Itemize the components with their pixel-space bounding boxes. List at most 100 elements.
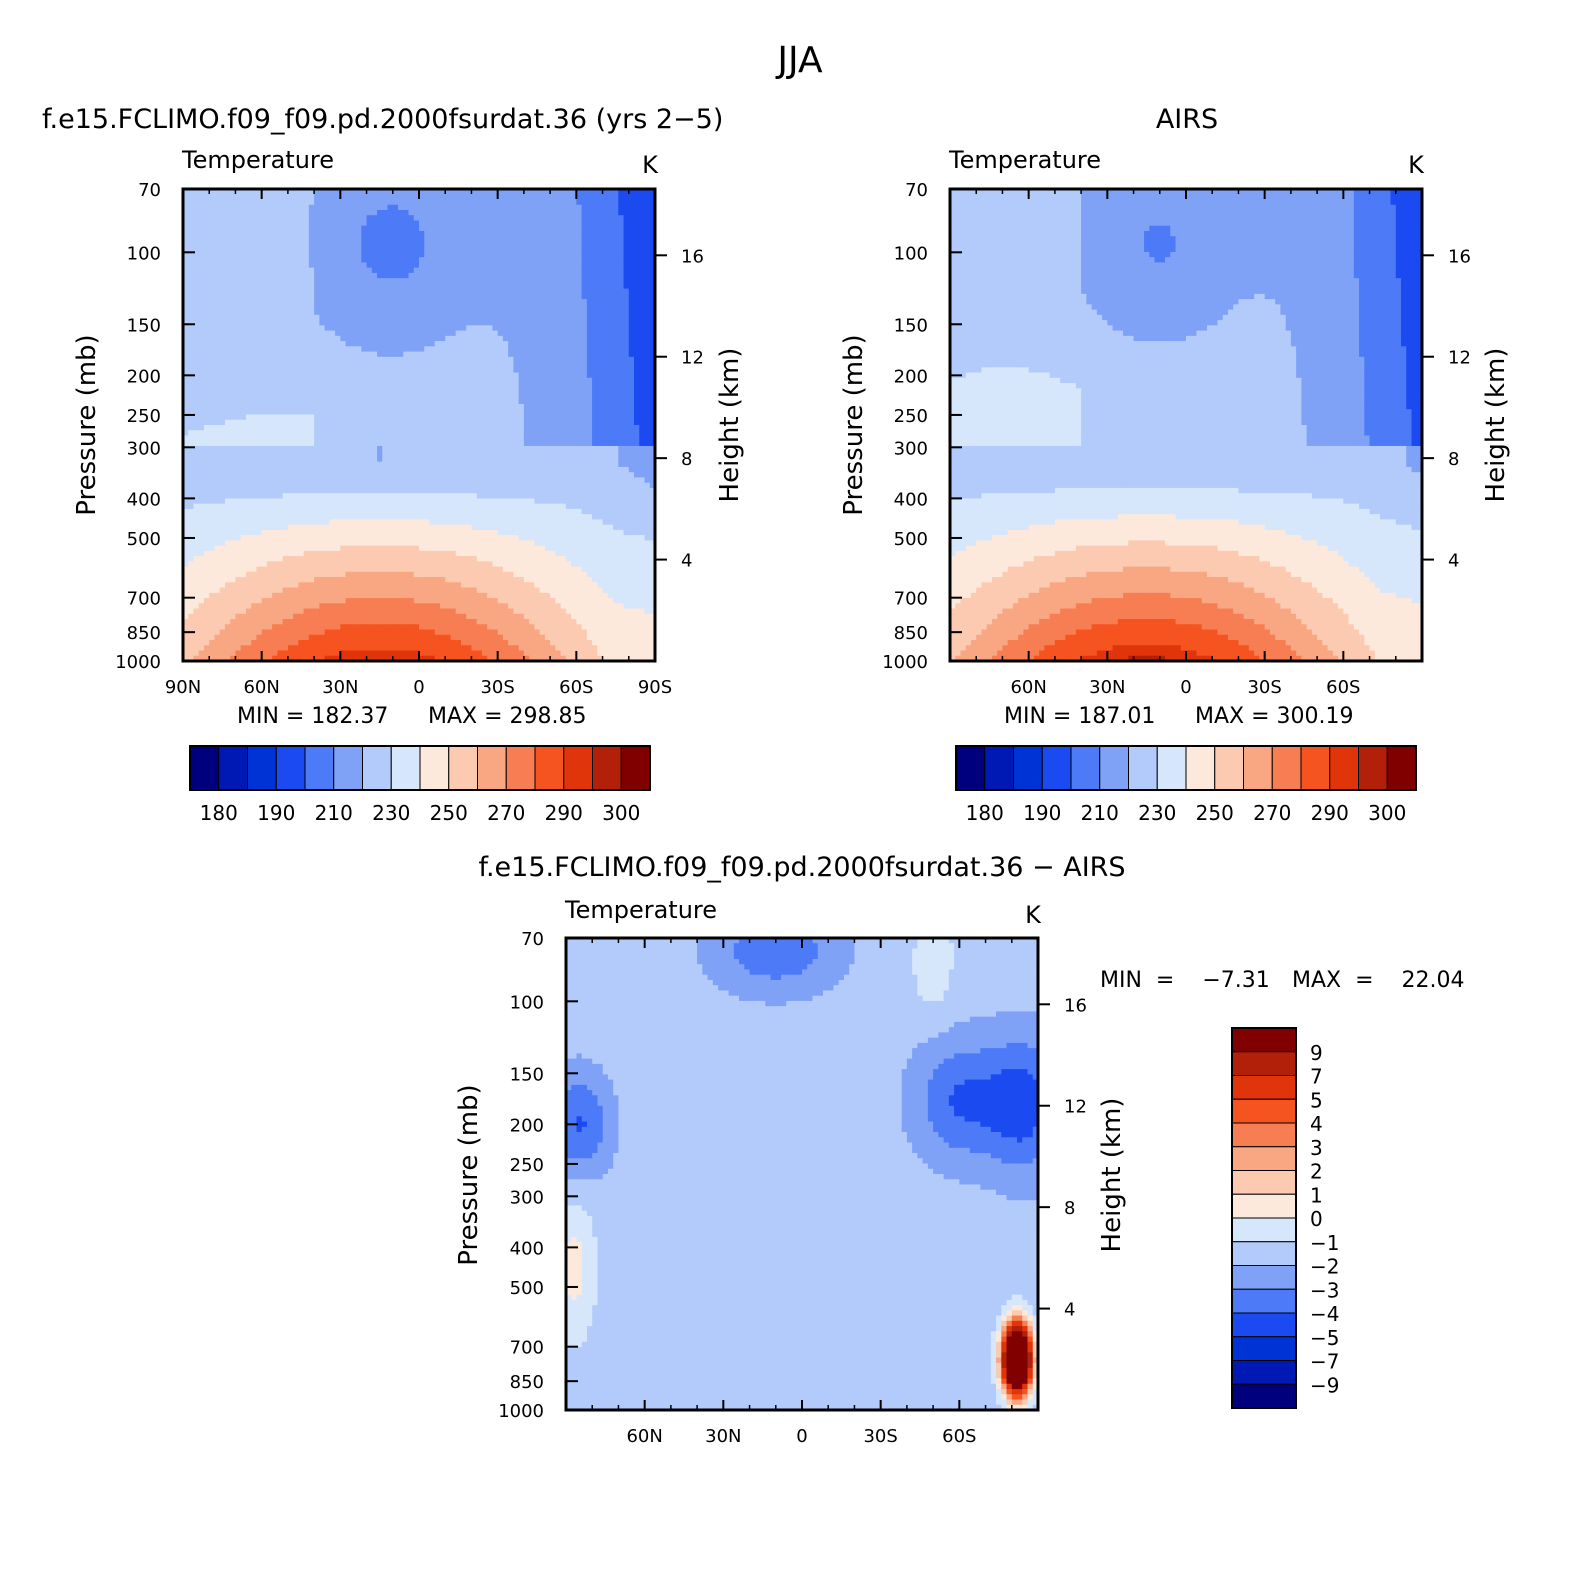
contour-cell	[550, 293, 556, 300]
contour-cell	[429, 204, 436, 211]
contour-cell	[539, 257, 546, 264]
contour-cell	[534, 367, 541, 374]
contour-cell	[287, 456, 294, 463]
contour-cell	[203, 304, 210, 311]
contour-cell	[198, 314, 205, 321]
contour-cell	[356, 356, 362, 363]
contour-cell	[245, 404, 252, 410]
contour-cell	[219, 377, 226, 384]
contour-cell	[224, 356, 231, 363]
contour-cell	[424, 246, 431, 253]
contour-cell	[476, 356, 483, 363]
contour-cell	[576, 335, 583, 342]
contour-cell	[529, 278, 535, 284]
contour-cell	[424, 367, 431, 374]
contour-cell	[188, 189, 195, 195]
contour-cell	[529, 251, 535, 258]
contour-cell	[245, 351, 252, 358]
contour-cell	[471, 314, 478, 321]
contour-cell	[529, 404, 535, 410]
contour-cell	[235, 425, 242, 431]
contour-cell	[340, 257, 347, 264]
contour-cell	[382, 351, 389, 358]
contour-cell	[387, 246, 394, 253]
contour-cell	[419, 246, 425, 253]
contour-cell	[613, 362, 619, 368]
contour-cell	[308, 445, 315, 452]
contour-cell	[492, 330, 499, 337]
contour-cell	[230, 398, 237, 405]
contour-cell	[298, 419, 305, 426]
contour-cell	[240, 409, 247, 416]
contour-cell	[382, 199, 389, 206]
contour-cell	[529, 272, 535, 279]
contour-cell	[424, 435, 431, 442]
contour-cell	[460, 377, 467, 384]
contour-cell	[287, 257, 294, 264]
contour-cell	[576, 251, 583, 258]
contour-cell	[555, 404, 562, 410]
contour-cell	[329, 189, 336, 195]
contour-cell	[487, 262, 494, 269]
contour-cell	[382, 288, 389, 295]
contour-cell	[513, 472, 520, 479]
contour-cell	[544, 194, 551, 201]
contour-cell	[571, 251, 577, 258]
contour-cell	[518, 445, 525, 452]
contour-cell	[403, 351, 410, 358]
contour-cell	[361, 278, 368, 284]
contour-cell	[544, 215, 551, 222]
contour-cell	[398, 220, 404, 227]
contour-cell	[403, 451, 410, 458]
contour-cell	[324, 372, 331, 379]
contour-cell	[492, 246, 499, 253]
contour-cell	[518, 309, 525, 316]
contour-cell	[413, 320, 420, 326]
contour-cell	[356, 272, 362, 279]
contour-cell	[434, 246, 441, 253]
contour-cell	[487, 398, 494, 405]
contour-cell	[298, 362, 305, 368]
contour-cell	[613, 220, 619, 227]
contour-cell	[518, 194, 525, 201]
contour-cell	[371, 425, 378, 431]
contour-cell	[382, 314, 389, 321]
contour-cell	[235, 220, 242, 227]
contour-cell	[230, 477, 237, 484]
contour-cell	[266, 472, 273, 479]
contour-cell	[618, 288, 625, 295]
contour-cell	[314, 435, 320, 442]
contour-cell	[613, 430, 619, 437]
contour-cell	[466, 278, 473, 284]
contour-cell	[350, 456, 357, 463]
contour-cell	[623, 404, 630, 410]
contour-cell	[308, 293, 315, 300]
contour-cell	[492, 325, 499, 332]
contour-cell	[319, 419, 326, 426]
contour-cell	[460, 393, 467, 400]
contour-cell	[382, 383, 389, 389]
contour-cell	[460, 425, 467, 431]
contour-cell	[398, 309, 404, 316]
contour-cell	[198, 461, 205, 468]
contour-cell	[382, 367, 389, 374]
contour-cell	[634, 241, 640, 248]
contour-cell	[639, 288, 646, 295]
contour-cell	[597, 409, 604, 416]
contour-cell	[476, 304, 483, 311]
contour-cell	[293, 267, 299, 274]
contour-cell	[230, 414, 237, 421]
contour-cell	[282, 440, 289, 447]
contour-cell	[272, 388, 278, 395]
contour-cell	[303, 304, 310, 311]
contour-cell	[628, 430, 635, 437]
contour-cell	[419, 351, 425, 358]
contour-cell	[592, 314, 598, 321]
contour-cell	[544, 398, 551, 405]
contour-cell	[371, 325, 378, 332]
contour-cell	[581, 293, 588, 300]
contour-cell	[303, 372, 310, 379]
contour-cell	[597, 299, 604, 305]
contour-cell	[534, 236, 541, 243]
contour-cell	[534, 320, 541, 326]
